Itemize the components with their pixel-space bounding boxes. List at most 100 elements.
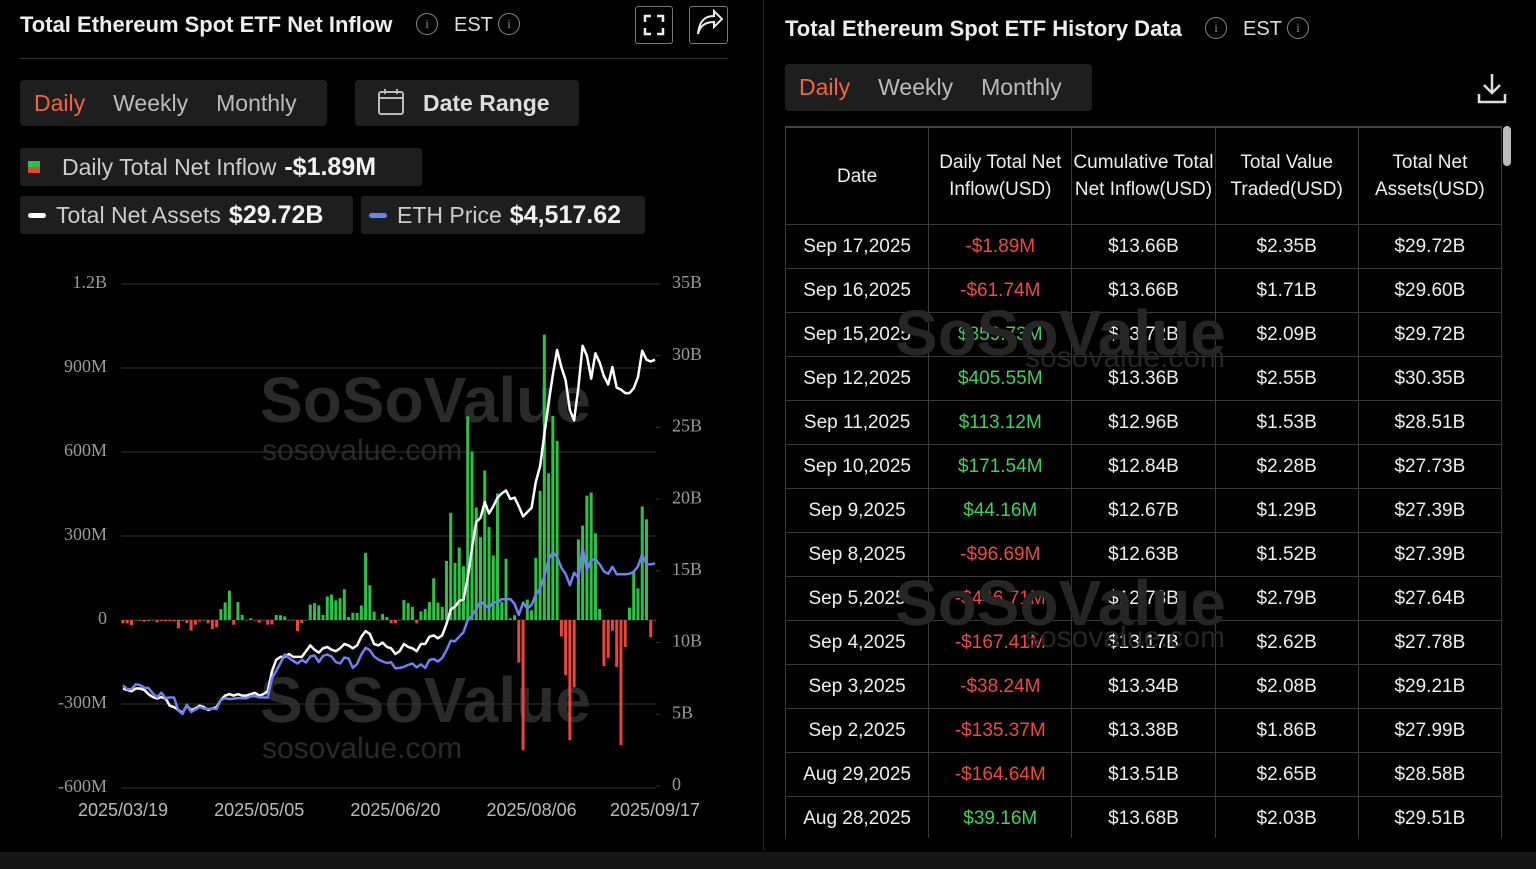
table-cell: $2.62B	[1214, 620, 1359, 665]
bar	[491, 555, 495, 620]
bar	[632, 571, 636, 620]
table-cell: $29.72B	[1357, 312, 1502, 357]
bar	[444, 560, 448, 620]
bar	[606, 620, 610, 658]
watermark: sosovalue.com	[1025, 341, 1226, 374]
table-cell: $1.29B	[1214, 488, 1359, 533]
bar	[538, 490, 542, 620]
table-row: Sep 17,2025 -$1.89M $13.66B $2.35B $29.72B	[785, 224, 1502, 269]
bar	[274, 614, 278, 620]
bar	[440, 606, 444, 620]
table-row: Sep 11,2025 $113.12M $12.96B $1.53B $28.51B	[785, 400, 1502, 445]
table-cell: $1.71B	[1214, 268, 1359, 313]
table-cell: Sep 8,2025	[785, 532, 930, 577]
bar	[564, 620, 568, 676]
info-icon[interactable]: i	[1287, 17, 1309, 39]
tab[interactable]: Weekly	[113, 89, 189, 116]
info-icon[interactable]: i	[498, 13, 520, 35]
tab[interactable]: Daily	[799, 74, 851, 100]
bar	[581, 525, 585, 620]
y-tick-label: 0	[98, 608, 107, 628]
table-cell: $44.16M	[928, 488, 1073, 533]
share-button[interactable]	[689, 6, 728, 44]
bar	[589, 492, 593, 620]
download-button[interactable]	[1474, 70, 1510, 106]
table-cell: $12.67B	[1071, 488, 1216, 533]
table-cell: $13.68B	[1071, 796, 1216, 838]
bar	[393, 620, 397, 624]
table-cell: $2.08B	[1214, 664, 1359, 709]
info-icon[interactable]: i	[1205, 17, 1227, 39]
bar	[232, 620, 236, 625]
table-cell: $405.55M	[928, 356, 1073, 401]
bar	[338, 598, 342, 620]
column-header: Date	[785, 126, 930, 225]
table-cell: -$61.74M	[928, 268, 1073, 313]
y-tick-label: 300M	[64, 524, 107, 544]
y-tick-label: -600M	[58, 776, 107, 796]
bar	[419, 611, 423, 620]
bar	[151, 620, 155, 621]
tab[interactable]: Daily	[34, 89, 86, 116]
bar	[449, 512, 453, 620]
table-row: Sep 8,2025 -$96.69M $12.63B $1.52B $27.39B	[785, 532, 1502, 577]
bar	[615, 620, 619, 667]
table-cell: Sep 15,2025	[785, 312, 930, 357]
table-cell: $29.21B	[1357, 664, 1502, 709]
bar	[253, 620, 257, 621]
bar	[355, 613, 359, 620]
table-cell: $1.52B	[1214, 532, 1359, 577]
period-tabs: Daily Weekly Monthly	[785, 64, 1092, 111]
legend-item[interactable]: Total Net Assets $29.72B	[20, 196, 353, 234]
tab[interactable]: Monthly	[216, 89, 297, 116]
bar	[295, 620, 299, 632]
bar	[598, 609, 602, 620]
bar	[283, 616, 287, 620]
table-cell: $27.64B	[1357, 576, 1502, 621]
bar	[308, 604, 312, 620]
bar	[278, 615, 282, 620]
legend-item[interactable]: Daily Total Net Inflow -$1.89M	[20, 148, 422, 186]
legend-item[interactable]: ETH Price $4,517.62	[361, 196, 645, 234]
bar	[215, 620, 219, 628]
bar	[372, 611, 376, 620]
bar	[121, 620, 125, 624]
bar	[466, 416, 470, 620]
bar	[500, 601, 504, 620]
info-icon[interactable]: i	[416, 13, 438, 35]
y2-tick-label: 35B	[672, 272, 702, 292]
y-tick-label: 900M	[64, 356, 107, 376]
bar	[653, 620, 657, 621]
bar	[483, 470, 487, 620]
divider	[20, 58, 728, 59]
panel-title: Total Ethereum Spot ETF History Data	[785, 16, 1182, 41]
bar	[513, 615, 517, 620]
tab[interactable]: Weekly	[878, 74, 954, 100]
legend-label: ETH Price	[397, 201, 502, 228]
panel-title: Total Ethereum Spot ETF Net Inflow	[20, 12, 393, 37]
column-header: Total Net Assets(USD)	[1357, 126, 1502, 225]
bar	[287, 620, 291, 621]
bar	[185, 620, 189, 624]
bar	[342, 589, 346, 620]
line	[122, 546, 656, 716]
bar	[125, 620, 129, 624]
date-range-button[interactable]: Date Range	[355, 80, 579, 126]
table-cell: Sep 10,2025	[785, 444, 930, 489]
bottom-strip	[0, 852, 1536, 869]
table-cell: $12.63B	[1071, 532, 1216, 577]
legend-label: Daily Total Net Inflow	[62, 153, 277, 180]
y-tick-label: 600M	[64, 440, 107, 460]
bar	[240, 614, 244, 620]
table-cell: Aug 29,2025	[785, 752, 930, 797]
scrollbar-thumb[interactable]	[1503, 126, 1511, 166]
y2-tick-label: 0	[672, 774, 681, 794]
bar	[181, 620, 185, 621]
bar	[376, 620, 380, 621]
bar	[210, 620, 214, 629]
timezone: EST	[454, 14, 493, 36]
tab[interactable]: Monthly	[981, 74, 1062, 100]
table-cell: $30.35B	[1357, 356, 1502, 401]
fullscreen-button[interactable]	[635, 6, 673, 44]
x-tick-label: 2025/09/17	[610, 800, 700, 820]
